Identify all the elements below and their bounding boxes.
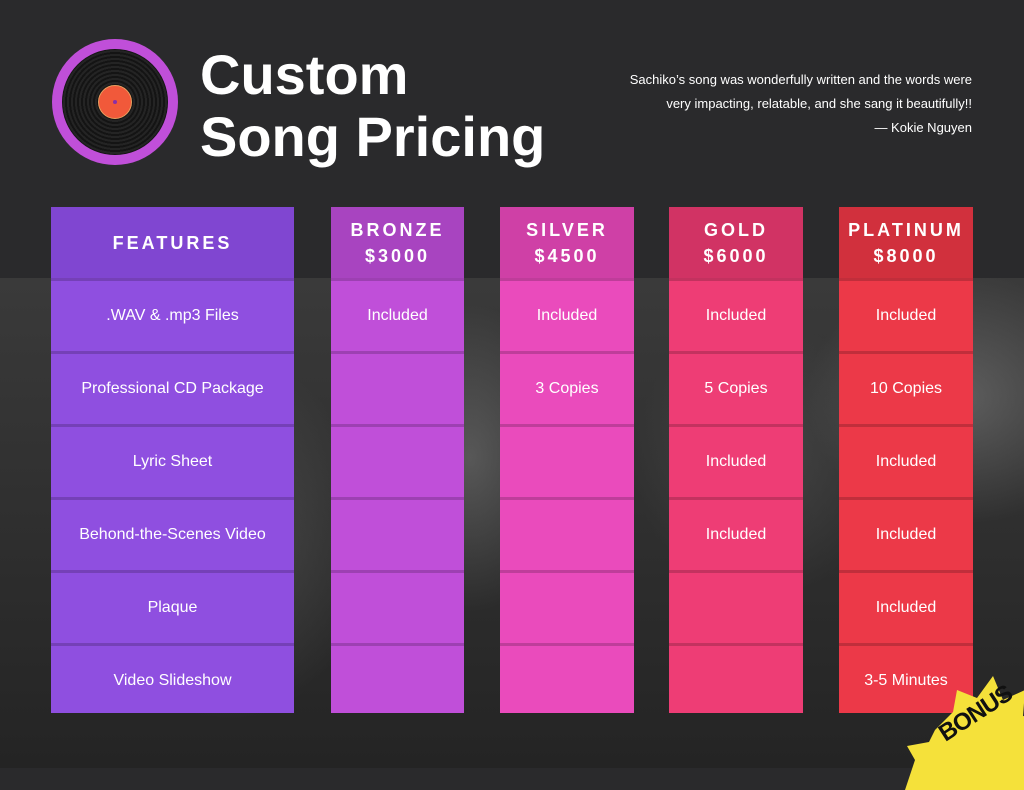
tier-cell — [500, 643, 634, 716]
feature-cell: Video Slideshow — [51, 643, 294, 716]
tier-cell — [331, 570, 464, 643]
tier-cell — [331, 424, 464, 497]
gold-column: GOLD $6000 Included 5 Copies Included In… — [669, 207, 803, 713]
quote-line-2: very impacting, relatable, and she sang … — [666, 96, 972, 111]
tier-cell: 3 Copies — [500, 351, 634, 424]
tier-cell: Included — [839, 424, 973, 497]
tier-cell — [500, 570, 634, 643]
title-line-1: Custom — [200, 43, 409, 106]
tier-price: $8000 — [873, 245, 939, 266]
feature-cell: Behond-the-Scenes Video — [51, 497, 294, 570]
tier-cell — [331, 497, 464, 570]
tier-name: GOLD — [704, 219, 768, 240]
vinyl-record-icon — [52, 39, 178, 165]
gold-header: GOLD $6000 — [669, 207, 803, 278]
tier-cell: Included — [839, 497, 973, 570]
tier-name: BRONZE — [350, 219, 445, 240]
silver-header: SILVER $4500 — [500, 207, 634, 278]
bronze-column: BRONZE $3000 Included — [331, 207, 464, 713]
tier-cell: 3-5 Minutes — [839, 643, 973, 716]
quote-line-1: Sachiko’s song was wonderfully written a… — [629, 72, 972, 87]
features-header: FEATURES — [51, 207, 294, 278]
feature-cell: Plaque — [51, 570, 294, 643]
quote-author: — Kokie Nguyen — [874, 120, 972, 135]
platinum-header: PLATINUM $8000 — [839, 207, 973, 278]
tier-cell — [669, 643, 803, 716]
feature-cell: Professional CD Package — [51, 351, 294, 424]
tier-price: $3000 — [364, 245, 431, 266]
tier-cell: Included — [500, 278, 634, 351]
tier-cell — [331, 351, 464, 424]
silver-column: SILVER $4500 Included 3 Copies — [500, 207, 634, 713]
tier-cell: Included — [839, 278, 973, 351]
record-spindle-hole — [113, 100, 117, 104]
bronze-header: BRONZE $3000 — [331, 207, 464, 278]
feature-cell: Lyric Sheet — [51, 424, 294, 497]
tier-cell — [669, 570, 803, 643]
tier-name: PLATINUM — [848, 219, 964, 240]
record-label — [98, 85, 132, 119]
tier-cell: Included — [669, 424, 803, 497]
title-line-2: Song Pricing — [200, 105, 546, 168]
tier-cell — [500, 497, 634, 570]
tier-cell: 5 Copies — [669, 351, 803, 424]
features-header-label: FEATURES — [112, 232, 233, 253]
bonus-starburst-icon — [905, 676, 1024, 790]
tier-price: $4500 — [534, 245, 600, 266]
tier-cell: 10 Copies — [839, 351, 973, 424]
tier-cell: Included — [669, 497, 803, 570]
testimonial-quote: Sachiko’s song was wonderfully written a… — [552, 68, 972, 140]
tier-cell — [500, 424, 634, 497]
tier-cell: Included — [669, 278, 803, 351]
platinum-column: PLATINUM $8000 Included 10 Copies Includ… — [839, 207, 973, 713]
feature-cell: .WAV & .mp3 Files — [51, 278, 294, 351]
tier-name: SILVER — [526, 219, 608, 240]
tier-cell: Included — [331, 278, 464, 351]
page-title: Custom Song Pricing — [200, 44, 545, 168]
tier-cell — [331, 643, 464, 716]
tier-cell: Included — [839, 570, 973, 643]
features-column: FEATURES .WAV & .mp3 Files Professional … — [51, 207, 294, 713]
tier-price: $6000 — [703, 245, 769, 266]
